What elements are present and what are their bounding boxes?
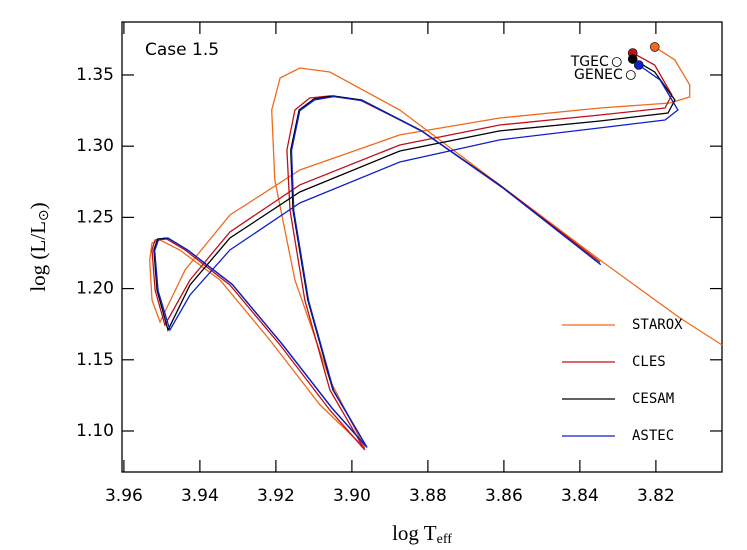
series-line	[151, 52, 673, 451]
x-tick-label: 3.82	[637, 486, 675, 506]
x-axis-label: log Teff	[392, 521, 452, 547]
x-tick-label: 3.84	[561, 486, 599, 506]
model-label: GENEC	[574, 67, 623, 83]
model-label: TGEC	[570, 54, 609, 70]
legend-label: CESAM	[632, 391, 674, 407]
x-tick-label: 3.92	[257, 486, 295, 506]
start-point	[633, 60, 644, 70]
x-label-sub: eff	[437, 532, 453, 547]
plot-frame	[121, 21, 723, 473]
legend-label: STAROX	[632, 317, 683, 333]
legend-label: ASTEC	[632, 428, 674, 444]
start-point	[627, 54, 638, 64]
x-label-main: log T	[392, 521, 437, 545]
y-label-main: log (L/L	[26, 221, 50, 292]
y-tick-label: 1.15	[76, 350, 114, 370]
y-tick-label: 1.10	[76, 421, 114, 441]
start-point	[649, 42, 660, 52]
model-point	[625, 70, 636, 80]
y-tick-label: 1.25	[76, 207, 114, 227]
series-line	[154, 64, 679, 448]
y-label-sub: ⊙	[37, 209, 52, 221]
y-tick-label: 1.20	[76, 279, 114, 299]
x-tick-label: 3.90	[333, 486, 371, 506]
legend-label: CLES	[632, 354, 666, 370]
y-tick-label: 1.30	[76, 136, 114, 156]
x-tick-label: 3.94	[181, 486, 219, 506]
y-label-end: )	[26, 202, 50, 209]
y-tick-label: 1.35	[76, 65, 114, 85]
y-axis-label: log (L/L⊙)	[26, 202, 52, 291]
model-point	[611, 57, 622, 67]
annotation: Case 1.5	[145, 40, 219, 60]
x-tick-label: 3.86	[485, 486, 523, 506]
x-tick-label: 3.88	[409, 486, 447, 506]
series-line	[149, 46, 723, 449]
x-tick-label: 3.96	[105, 486, 143, 506]
series-line	[153, 58, 676, 448]
